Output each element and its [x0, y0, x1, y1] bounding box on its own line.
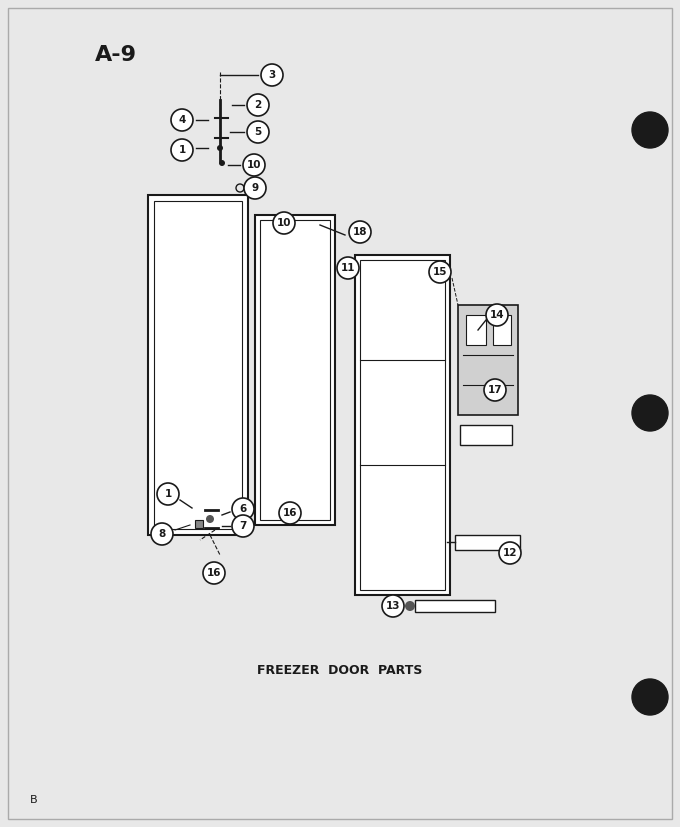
Circle shape — [171, 139, 193, 161]
Text: 2: 2 — [254, 100, 262, 110]
Circle shape — [429, 261, 451, 283]
Circle shape — [349, 221, 371, 243]
Circle shape — [244, 177, 266, 199]
FancyBboxPatch shape — [355, 255, 450, 595]
Text: 17: 17 — [488, 385, 503, 395]
Circle shape — [247, 94, 269, 116]
Circle shape — [219, 160, 225, 166]
Text: 7: 7 — [239, 521, 247, 531]
Circle shape — [337, 257, 359, 279]
Circle shape — [486, 304, 508, 326]
Text: 6: 6 — [239, 504, 247, 514]
Circle shape — [632, 395, 668, 431]
Circle shape — [382, 595, 404, 617]
FancyBboxPatch shape — [415, 600, 495, 612]
Circle shape — [273, 212, 295, 234]
Text: 15: 15 — [432, 267, 447, 277]
Text: 5: 5 — [254, 127, 262, 137]
FancyBboxPatch shape — [255, 215, 335, 525]
Circle shape — [232, 515, 254, 537]
Text: 4: 4 — [178, 115, 186, 125]
Text: 9: 9 — [252, 183, 258, 193]
Circle shape — [247, 121, 269, 143]
Circle shape — [632, 679, 668, 715]
Circle shape — [484, 379, 506, 401]
FancyBboxPatch shape — [260, 220, 330, 520]
Text: A-9: A-9 — [95, 45, 137, 65]
FancyBboxPatch shape — [195, 520, 203, 528]
Circle shape — [206, 515, 214, 523]
Circle shape — [171, 109, 193, 131]
FancyBboxPatch shape — [493, 315, 511, 345]
Text: 8: 8 — [158, 529, 166, 539]
Text: FREEZER  DOOR  PARTS: FREEZER DOOR PARTS — [257, 663, 423, 676]
Text: 1: 1 — [178, 145, 186, 155]
Text: 18: 18 — [353, 227, 367, 237]
Circle shape — [151, 523, 173, 545]
Text: 14: 14 — [490, 310, 505, 320]
Circle shape — [632, 112, 668, 148]
FancyBboxPatch shape — [154, 201, 242, 529]
Circle shape — [203, 562, 225, 584]
Text: 16: 16 — [207, 568, 221, 578]
Text: 1: 1 — [165, 489, 171, 499]
Text: 10: 10 — [247, 160, 261, 170]
FancyBboxPatch shape — [148, 195, 248, 535]
Circle shape — [217, 145, 223, 151]
Circle shape — [243, 154, 265, 176]
Circle shape — [261, 64, 283, 86]
FancyBboxPatch shape — [460, 425, 512, 445]
Text: 12: 12 — [503, 548, 517, 558]
FancyBboxPatch shape — [466, 315, 486, 345]
FancyBboxPatch shape — [455, 535, 520, 550]
Text: B: B — [30, 795, 37, 805]
FancyBboxPatch shape — [360, 260, 445, 590]
Circle shape — [405, 601, 415, 611]
Text: 3: 3 — [269, 70, 275, 80]
Circle shape — [157, 483, 179, 505]
FancyBboxPatch shape — [458, 305, 518, 415]
Circle shape — [499, 542, 521, 564]
Text: 16: 16 — [283, 508, 297, 518]
Text: 10: 10 — [277, 218, 291, 228]
Circle shape — [279, 502, 301, 524]
Text: 13: 13 — [386, 601, 401, 611]
Text: 11: 11 — [341, 263, 355, 273]
Circle shape — [232, 498, 254, 520]
